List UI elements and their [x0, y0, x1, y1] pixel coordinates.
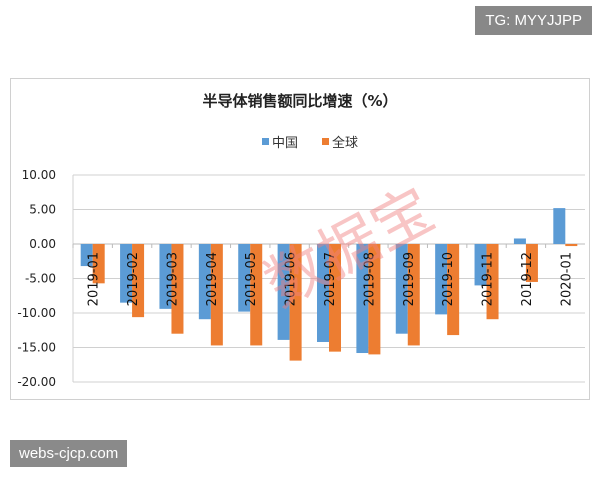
- bar-global-2019-06: [289, 244, 302, 361]
- bar-china-2019-11: [474, 244, 487, 286]
- bar-global-2019-09: [407, 244, 420, 346]
- y-tick-label: -5.00: [25, 272, 56, 286]
- bar-china-2019-09: [395, 244, 408, 334]
- y-tick-label: 5.00: [29, 203, 56, 217]
- bar-china-2019-04: [198, 244, 211, 320]
- bar-global-2019-04: [210, 244, 223, 346]
- y-tick-label: 10.00: [22, 168, 56, 182]
- bar-global-2020-01: [565, 244, 578, 247]
- y-tick-label: -15.00: [17, 341, 56, 355]
- bar-china-2019-07: [317, 244, 329, 342]
- bar-china-2019-12: [513, 238, 526, 244]
- site-badge: webs-cjcp.com: [10, 440, 128, 467]
- tg-badge: TG: MYYJJPP: [475, 6, 592, 35]
- bar-china-2020-01: [553, 208, 566, 244]
- category-labels: 2019-01 2019-02 2019-03 2019-04 2019-05 2019-…: [87, 252, 575, 306]
- x-tick-label: 2019-07: [323, 252, 338, 306]
- bar-global-2019-08: [368, 244, 381, 355]
- x-tick-label: 2019-10: [441, 252, 456, 306]
- x-tick-label: 2019-03: [165, 252, 180, 306]
- y-tick-label: -20.00: [17, 375, 56, 389]
- bar-china-2019-05: [238, 244, 251, 312]
- chart-frame: [10, 78, 590, 400]
- bar-global-2019-07: [329, 244, 341, 352]
- legend-label: 全球: [332, 135, 358, 151]
- x-tick-label: 2019-04: [205, 252, 220, 306]
- bars: [80, 208, 578, 361]
- legend-swatch: [262, 138, 269, 145]
- x-tick-label: 2019-06: [284, 252, 299, 306]
- y-tick-label: 0.00: [29, 237, 56, 251]
- bar-china-2019-10: [435, 244, 448, 315]
- bar-global-2019-03: [171, 244, 184, 334]
- bar-global-2019-05: [250, 244, 263, 346]
- x-tick-label: 2019-12: [520, 252, 535, 306]
- x-tick-label: 2019-02: [126, 252, 141, 306]
- x-tick-label: 2019-11: [481, 252, 496, 306]
- bar-china-2019-02: [120, 244, 133, 303]
- x-tick-label: 2019-05: [244, 252, 259, 306]
- bar-global-2019-02: [132, 244, 145, 318]
- bar-china-2019-01: [80, 244, 93, 267]
- chart-title: 半导体销售额同比增速（%）: [202, 92, 397, 110]
- x-tick-label: 2019-01: [87, 252, 102, 306]
- bar-china-2019-03: [159, 244, 172, 309]
- bar-china-2019-08: [356, 244, 369, 354]
- bar-china-2019-06: [277, 244, 290, 340]
- bar-global-2019-01: [92, 244, 105, 284]
- x-tick-label: 2019-08: [362, 252, 377, 306]
- legend: 中国 全球: [262, 135, 358, 151]
- bar-global-2019-11: [486, 244, 499, 320]
- legend-swatch: [322, 138, 329, 145]
- legend-label: 中国: [272, 136, 298, 151]
- x-tick-label: 2019-09: [402, 252, 417, 306]
- bar-global-2019-12: [525, 244, 538, 282]
- bar-global-2019-10: [447, 244, 460, 336]
- x-tick-label: 2020-01: [559, 252, 574, 306]
- y-tick-label: -10.00: [17, 306, 56, 320]
